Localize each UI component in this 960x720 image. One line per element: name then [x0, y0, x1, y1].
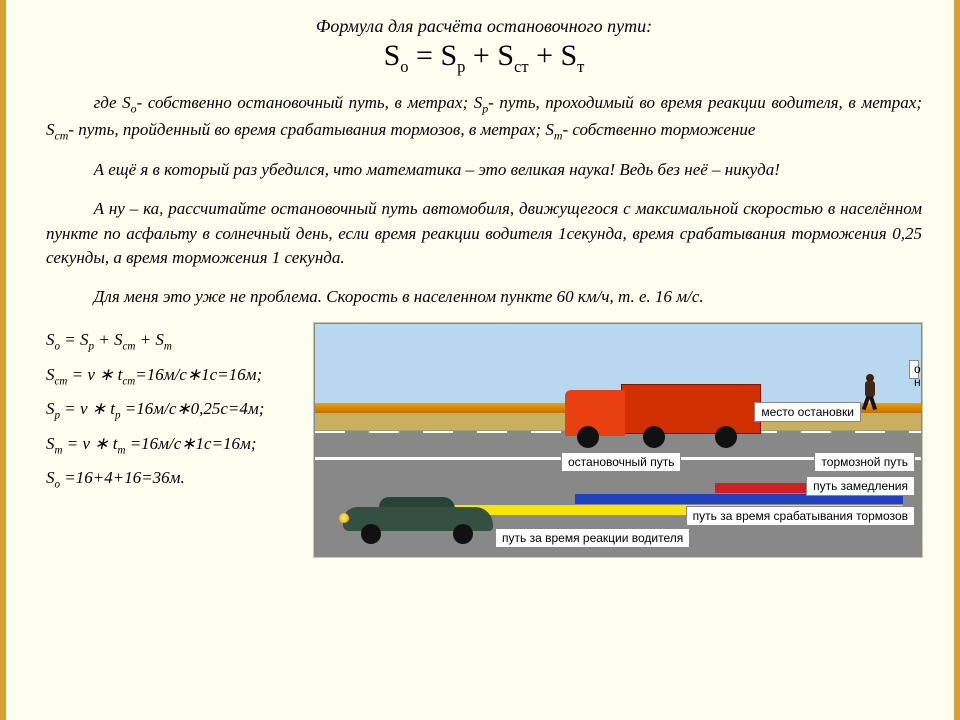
c2a: S	[46, 365, 55, 384]
stopping-distance-diagram: остановочный путь место остановки опас- …	[314, 323, 922, 557]
label-danger: опас- ность!	[909, 360, 919, 379]
c2b: = v ∗ t	[67, 365, 122, 384]
formula-eq: =	[409, 39, 441, 72]
c1b: = S	[60, 330, 88, 349]
truck-body	[621, 384, 761, 434]
c1ds: т	[164, 341, 172, 353]
pedestrian-icon	[863, 374, 877, 410]
c2as: ст	[55, 375, 68, 387]
truck-icon	[565, 384, 765, 448]
label-stop-place: место остановки	[754, 402, 861, 422]
calculation-block: Sо = Sр + Sст + Sт Sст = v ∗ tст=16м/с∗1…	[46, 323, 296, 495]
calc-line-5: Sо =16+4+16=36м.	[46, 461, 296, 495]
c1cs: ст	[123, 341, 136, 353]
car-icon	[343, 499, 493, 544]
p1-e: - собственно торможение	[562, 120, 755, 139]
c4b: = v ∗ t	[62, 434, 117, 453]
car-wheel	[361, 524, 381, 544]
person-leg	[869, 396, 877, 411]
calc-line-1: Sо = Sр + Sст + Sт	[46, 323, 296, 357]
paragraph-2: А ещё я в который раз убедился, что мате…	[46, 158, 922, 183]
label-decel-path: путь замедления	[806, 476, 915, 496]
formula-t2: S	[497, 39, 514, 72]
formula-lhs: S	[384, 39, 401, 72]
c4c: =16м/с∗1с=16м;	[125, 434, 256, 453]
c5b: =16+4+16=36м.	[60, 468, 185, 487]
c1d: + S	[135, 330, 163, 349]
c1c: + S	[94, 330, 122, 349]
calc-line-4: Sт = v ∗ tт =16м/с∗1с=16м;	[46, 427, 296, 461]
paragraph-defs: где Sо- собственно остановочный путь, в …	[46, 91, 922, 144]
c1a: S	[46, 330, 55, 349]
formula-lhs-sub: o	[400, 57, 408, 76]
title: Формула для расчёта остановочного пути:	[46, 16, 922, 37]
c3b: = v ∗ t	[60, 399, 115, 418]
p1-sst: ст	[55, 128, 69, 142]
paragraph-4: Для меня это уже не проблема. Скорость в…	[46, 285, 922, 310]
car-wheel	[453, 524, 473, 544]
calc-line-3: Sр = v ∗ tр =16м/с∗0,25с=4м;	[46, 392, 296, 426]
c5a: S	[46, 468, 55, 487]
p1-a: где S	[94, 93, 131, 112]
c2c: =16м/с∗1с=16м;	[135, 365, 262, 384]
c4a: S	[46, 434, 55, 453]
formula-t2-sub: ст	[514, 57, 529, 76]
danger-2: ность!	[914, 376, 922, 389]
p1-d: - путь, пройденный во время срабатывания…	[68, 120, 553, 139]
formula-plus1: +	[465, 39, 497, 72]
p1-b: - собственно остановочный путь, в метрах…	[137, 93, 483, 112]
paragraph-3: А ну – ка, рассчитайте остановочный путь…	[46, 197, 922, 271]
label-stopping-path: остановочный путь	[561, 452, 681, 472]
formula-t1: S	[440, 39, 457, 72]
label-actuation-path: путь за время срабатывания тормозов	[686, 506, 915, 526]
formula-plus2: +	[529, 39, 561, 72]
c2bs: ст	[122, 375, 135, 387]
truck-wheel	[577, 426, 599, 448]
c3c: =16м/с∗0,25с=4м;	[121, 399, 265, 418]
c3a: S	[46, 399, 55, 418]
formula-t3: S	[560, 39, 577, 72]
label-reaction-path: путь за время реакции водителя	[495, 528, 690, 548]
formula-t3-sub: т	[577, 57, 584, 76]
truck-wheel	[715, 426, 737, 448]
label-brake-path: тормозной путь	[814, 452, 915, 472]
calc-line-2: Sст = v ∗ tст=16м/с∗1с=16м;	[46, 358, 296, 392]
main-formula: So = Sp + Sст + Sт	[46, 39, 922, 77]
truck-wheel	[643, 426, 665, 448]
